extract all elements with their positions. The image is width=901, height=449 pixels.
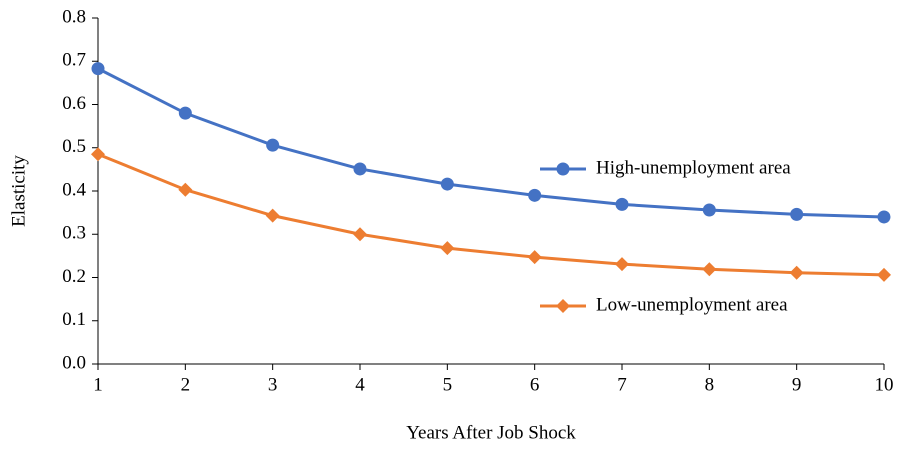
x-tick-label: 8 xyxy=(705,374,715,395)
data-point xyxy=(266,138,280,152)
y-tick-label: 0.6 xyxy=(62,93,86,114)
data-point xyxy=(353,162,367,176)
x-tick-label: 5 xyxy=(443,374,453,395)
legend-label: High-unemployment area xyxy=(596,157,791,178)
data-point xyxy=(877,210,891,224)
y-tick-label: 0.7 xyxy=(62,50,86,71)
x-tick-label: 1 xyxy=(93,374,103,395)
series-line xyxy=(97,67,885,219)
data-point xyxy=(440,241,455,256)
data-point xyxy=(178,106,192,120)
legend-label: Low-unemployment area xyxy=(596,294,788,315)
x-tick-label: 4 xyxy=(355,374,365,395)
y-tick-label: 0.8 xyxy=(62,6,86,27)
x-tick-label: 10 xyxy=(875,374,894,395)
data-point xyxy=(615,257,629,272)
legend-marker xyxy=(556,162,570,176)
data-point xyxy=(440,177,454,191)
y-axis-label: Elasticity xyxy=(8,155,29,227)
x-axis-label: Years After Job Shock xyxy=(406,422,576,443)
data-point xyxy=(91,62,105,76)
data-point xyxy=(527,250,542,265)
x-tick-label: 7 xyxy=(617,374,627,395)
data-point xyxy=(702,262,717,277)
y-tick-label: 0.5 xyxy=(62,136,86,157)
data-point xyxy=(702,203,716,217)
y-tick-label: 0.2 xyxy=(62,266,86,287)
y-tick-label: 0.0 xyxy=(62,352,86,373)
y-tick-label: 0.4 xyxy=(62,179,86,200)
data-point xyxy=(353,227,367,242)
data-point xyxy=(789,265,804,280)
data-point xyxy=(91,147,105,162)
data-point xyxy=(178,182,193,197)
data-point xyxy=(528,188,542,202)
data-point xyxy=(265,208,280,223)
data-point xyxy=(790,207,804,221)
x-tick-label: 6 xyxy=(530,374,540,395)
data-point xyxy=(615,197,629,211)
y-tick-label: 0.1 xyxy=(62,309,86,330)
data-point xyxy=(877,267,891,282)
x-tick-label: 2 xyxy=(181,374,191,395)
series-line xyxy=(97,152,885,277)
y-tick-label: 0.3 xyxy=(62,223,86,244)
x-tick-label: 9 xyxy=(792,374,802,395)
x-tick-label: 3 xyxy=(268,374,278,395)
legend-marker xyxy=(556,299,570,313)
